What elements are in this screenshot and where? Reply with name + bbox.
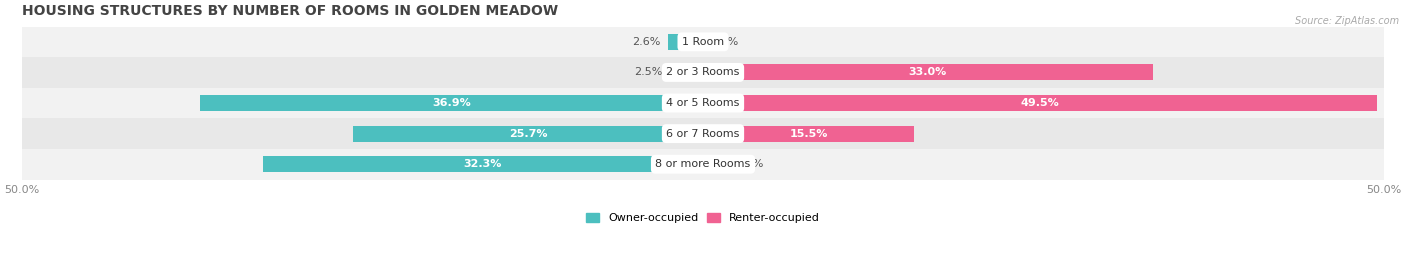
Text: 4 or 5 Rooms: 4 or 5 Rooms — [666, 98, 740, 108]
Text: Source: ZipAtlas.com: Source: ZipAtlas.com — [1295, 16, 1399, 26]
Text: 2.5%: 2.5% — [634, 68, 662, 77]
Text: HOUSING STRUCTURES BY NUMBER OF ROOMS IN GOLDEN MEADOW: HOUSING STRUCTURES BY NUMBER OF ROOMS IN… — [21, 4, 558, 18]
Text: 36.9%: 36.9% — [432, 98, 471, 108]
Bar — [669, 65, 703, 80]
Text: 49.5%: 49.5% — [1021, 98, 1060, 108]
Text: 15.5%: 15.5% — [789, 129, 828, 139]
Text: 33.0%: 33.0% — [908, 68, 946, 77]
Text: 2 or 3 Rooms: 2 or 3 Rooms — [666, 68, 740, 77]
Bar — [21, 118, 1385, 149]
Text: 1.9%: 1.9% — [735, 159, 763, 169]
Text: 1 Room: 1 Room — [682, 37, 724, 47]
Text: 32.3%: 32.3% — [464, 159, 502, 169]
Bar — [703, 156, 728, 172]
Bar — [703, 65, 1153, 80]
Bar — [703, 126, 914, 141]
Bar — [353, 126, 703, 141]
Bar — [263, 156, 703, 172]
Bar — [21, 57, 1385, 88]
Bar — [21, 149, 1385, 179]
Bar — [21, 27, 1385, 57]
Text: 2.6%: 2.6% — [633, 37, 661, 47]
Bar — [200, 95, 703, 111]
Text: 6 or 7 Rooms: 6 or 7 Rooms — [666, 129, 740, 139]
Text: 8 or more Rooms: 8 or more Rooms — [655, 159, 751, 169]
Text: 0.0%: 0.0% — [710, 37, 738, 47]
Text: 25.7%: 25.7% — [509, 129, 547, 139]
Legend: Owner-occupied, Renter-occupied: Owner-occupied, Renter-occupied — [581, 208, 825, 228]
Bar — [668, 34, 703, 50]
Bar — [703, 95, 1378, 111]
Bar — [21, 88, 1385, 118]
